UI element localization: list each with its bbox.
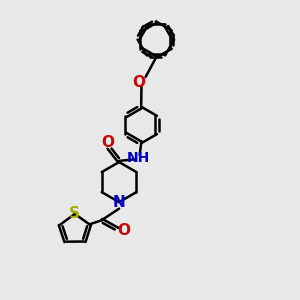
Text: O: O (133, 75, 146, 90)
Text: NH: NH (127, 151, 150, 165)
Text: S: S (69, 206, 80, 221)
Text: O: O (117, 223, 130, 238)
Text: O: O (101, 135, 114, 150)
Text: N: N (113, 195, 125, 210)
